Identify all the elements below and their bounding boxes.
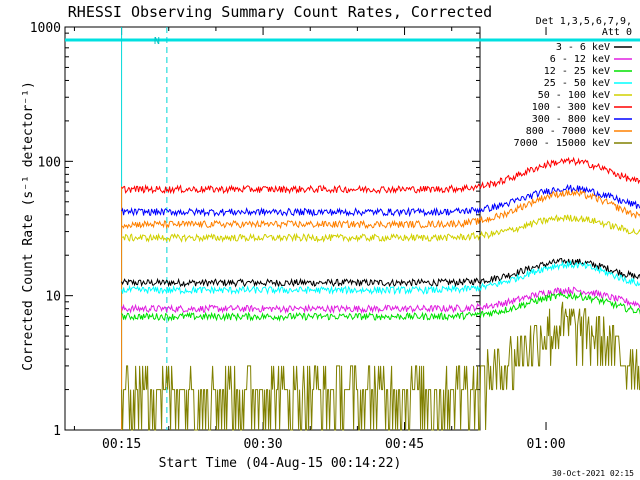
series-line-4 (121, 214, 640, 243)
legend-label: 3 - 6 keV (556, 42, 610, 53)
footer-date: 30-Oct-2021 02:15 (552, 469, 634, 478)
legend-header: Det 1,3,5,6,7,9, (536, 16, 632, 27)
legend-label: 7000 - 15000 keV (514, 138, 610, 149)
y-tick-label: 1000 (30, 21, 61, 36)
legend-label: 300 - 800 keV (532, 114, 610, 125)
y-tick-label: 10 (45, 290, 61, 305)
x-tick-label: 01:00 (526, 437, 565, 452)
legend-label: 6 - 12 keV (550, 54, 610, 65)
saa-flag-label: N (154, 36, 160, 47)
series-line-3 (121, 259, 640, 296)
legend-label: 25 - 50 keV (544, 78, 610, 89)
series-line-0 (121, 257, 640, 288)
x-tick-label: 00:45 (385, 437, 424, 452)
legend-header: Att 0 (602, 27, 632, 38)
legend-label: 100 - 300 keV (532, 102, 610, 113)
y-tick-label: 100 (38, 155, 61, 170)
x-tick-label: 00:15 (102, 437, 141, 452)
series-line-1 (121, 286, 640, 315)
series-line-5 (121, 156, 640, 195)
x-axis-label: Start Time (04-Aug-15 00:14:22) (159, 456, 402, 471)
plot-frame (64, 26, 481, 431)
series-line-7 (121, 189, 640, 230)
y-axis-label: Corrected Count Rate (s⁻¹ detector⁻¹) (21, 81, 36, 371)
series-line-6 (121, 183, 640, 218)
chart-title: RHESSI Observing Summary Count Rates, Co… (68, 3, 492, 21)
legend-label: 50 - 100 keV (538, 90, 610, 101)
legend-label: 12 - 25 keV (544, 66, 610, 77)
series-line-8 (121, 301, 640, 431)
x-tick-label: 00:30 (243, 437, 282, 452)
series-line-2 (121, 291, 640, 322)
y-tick-label: 1 (53, 424, 61, 439)
legend-label: 800 - 7000 keV (526, 126, 610, 137)
